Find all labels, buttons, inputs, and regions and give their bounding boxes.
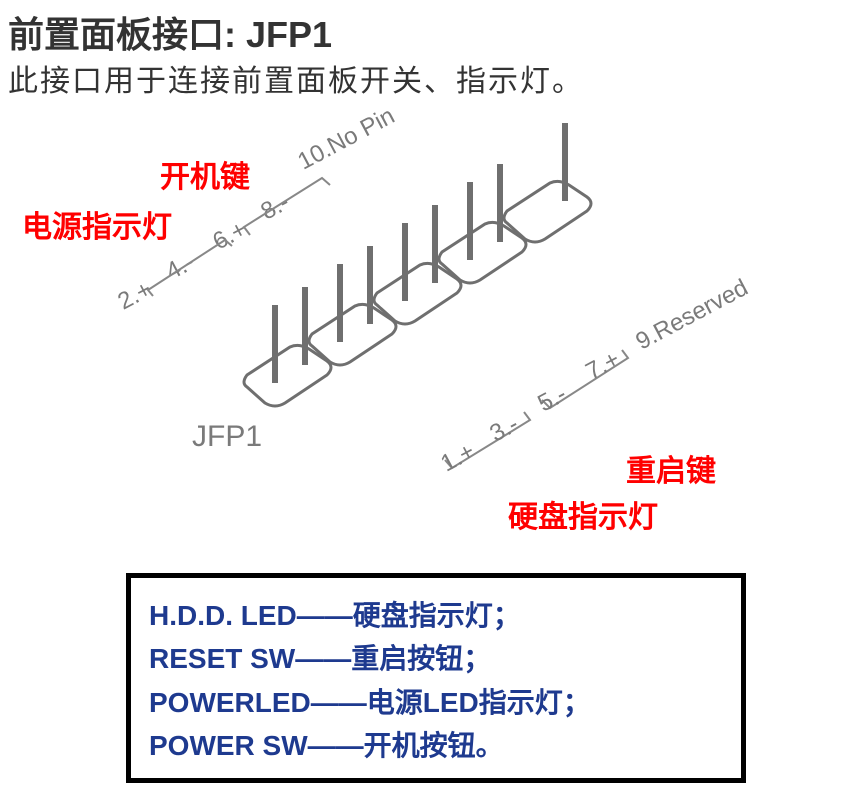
header-name-label: JFP1	[192, 420, 262, 454]
legend-line-powersw: POWER SW——开机按钮。	[149, 724, 723, 767]
legend-line-powerled: POWERLED——电源LED指示灯；	[149, 681, 723, 724]
pinout-diagram: 开机键 电源指示灯 10.No Pin 8.- 6.+ 4.- 2.+	[0, 100, 844, 560]
legend-line-reset: RESET SW——重启按钮；	[149, 637, 723, 680]
label-hdd-led: 硬盘指示灯	[508, 492, 658, 536]
page-title: 前置面板接口: JFP1	[8, 6, 332, 58]
label-reset-button: 重启键	[626, 446, 716, 490]
legend-line-hdd: H.D.D. LED——硬盘指示灯；	[149, 594, 723, 637]
pin-header-icon	[0, 100, 844, 560]
legend-box: H.D.D. LED——硬盘指示灯； RESET SW——重启按钮； POWER…	[126, 573, 746, 783]
page-subtitle: 此接口用于连接前置面板开关、指示灯。	[8, 56, 584, 100]
